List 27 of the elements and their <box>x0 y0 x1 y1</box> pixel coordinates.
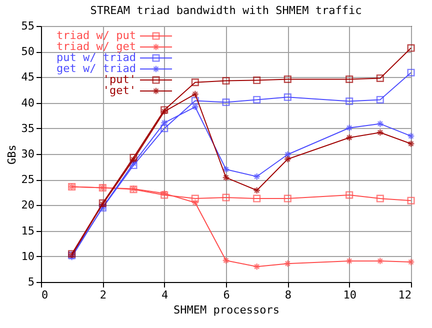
legend-label: triad w/ put <box>56 29 136 42</box>
y-axis-title: GBs <box>5 144 18 164</box>
x-tick-label: 4 <box>162 288 169 302</box>
y-tick-label: 30 <box>21 148 34 160</box>
x-tick-label: 2 <box>100 288 106 302</box>
x-axis-title: SHMEM processors <box>174 304 280 316</box>
x-tick-label: 0 <box>42 288 48 302</box>
y-tick-label: 40 <box>21 96 34 110</box>
y-tick-label: 20 <box>21 198 34 212</box>
legend-label: get w/ triad <box>56 62 136 75</box>
legend-label: triad w/ get <box>56 40 136 53</box>
legend-label: 'get' <box>102 84 136 97</box>
x-tick-label: 12 <box>398 288 412 302</box>
y-tick-label: 50 <box>21 45 34 58</box>
y-tick-label: 25 <box>21 173 34 186</box>
chart-title: STREAM triad bandwidth with SHMEM traffic <box>90 4 362 17</box>
y-tick-label: 35 <box>21 122 34 135</box>
x-tick-label: 8 <box>284 288 292 302</box>
legend-label: put w/ triad <box>56 51 136 64</box>
x-tick-label: 10 <box>343 288 356 302</box>
y-tick-label: 5 <box>28 276 34 288</box>
y-tick-label: 45 <box>21 70 34 84</box>
y-tick-label: 10 <box>21 250 34 263</box>
y-tick-label: 55 <box>21 20 34 32</box>
y-tick-label: 15 <box>21 224 34 238</box>
x-tick-label: 6 <box>223 288 230 302</box>
legend-label: 'put' <box>102 73 136 86</box>
